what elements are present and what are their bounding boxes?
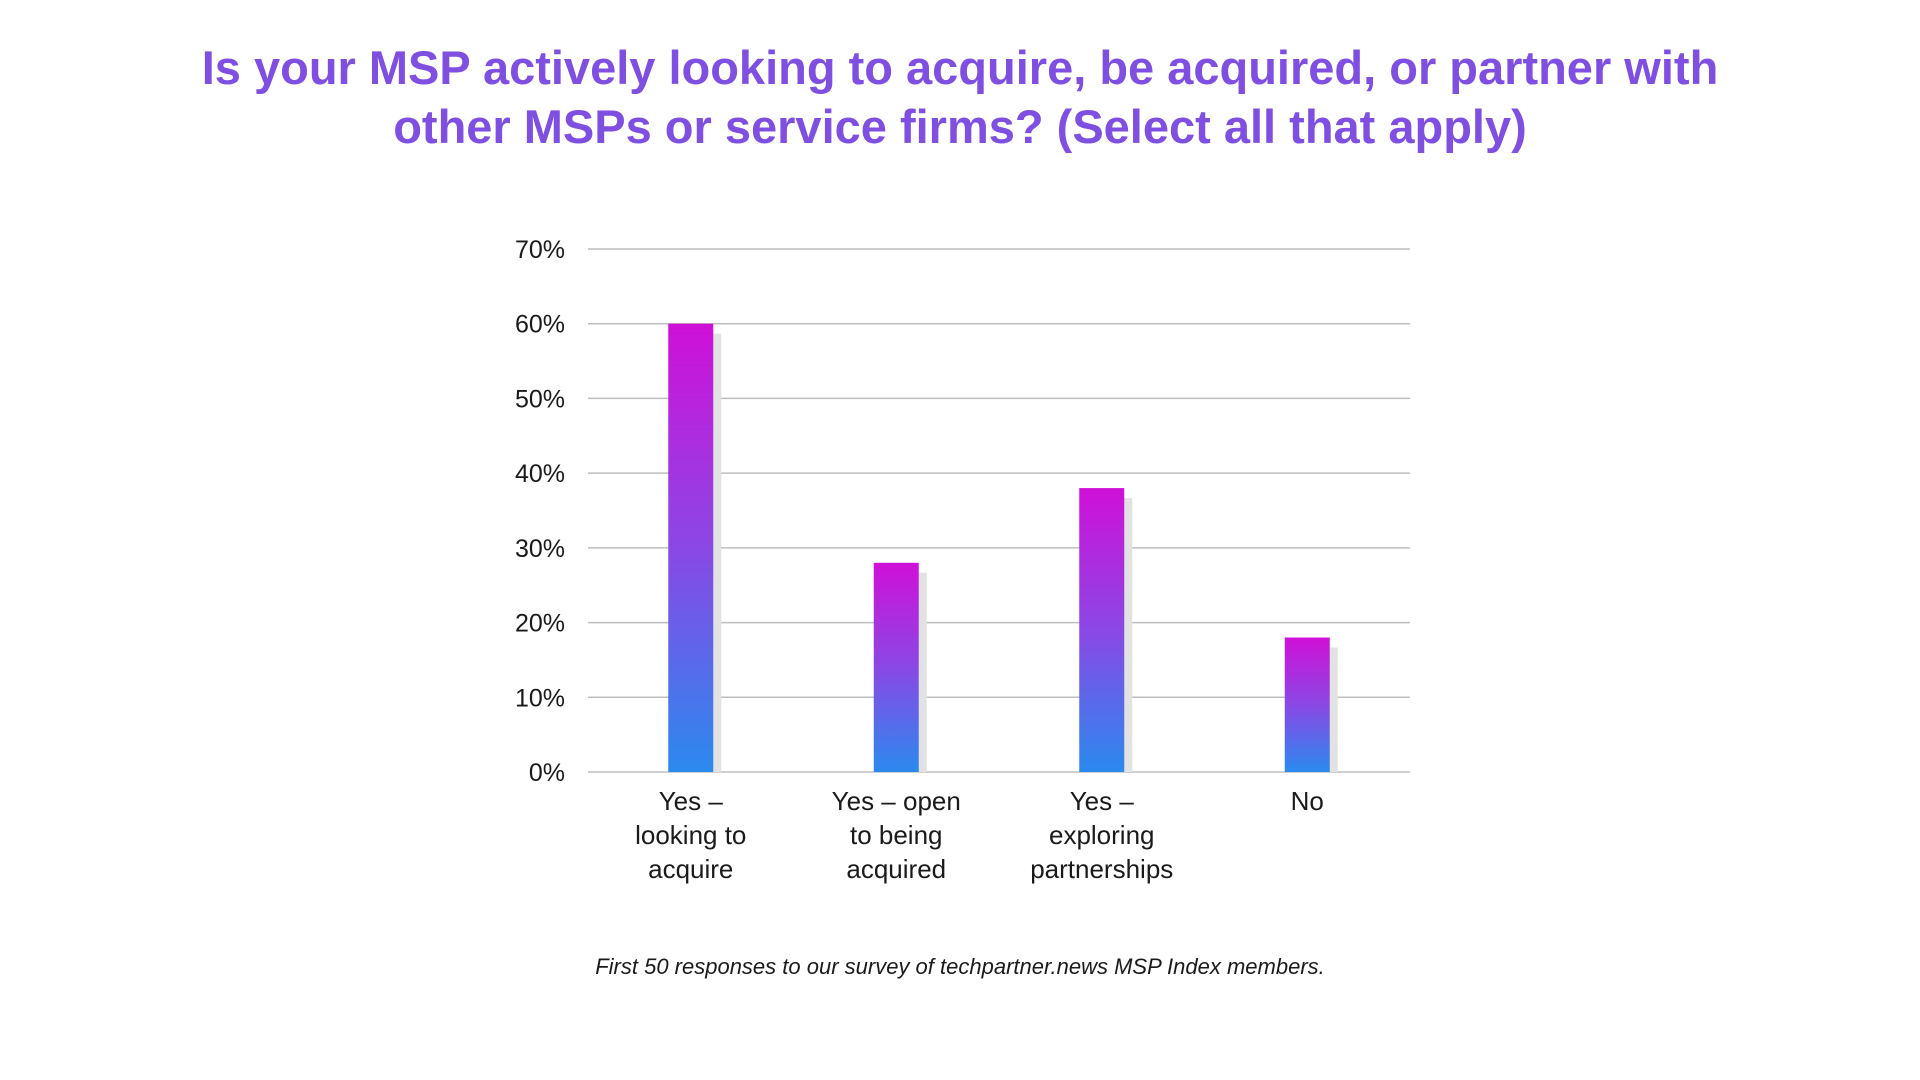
bar-3 [1284, 637, 1330, 772]
x-category-label-3-line-0: No [1291, 786, 1324, 816]
gridlines [588, 248, 1410, 773]
y-tick-label-30: 30% [515, 535, 565, 563]
chart-title-line-2: other MSPs or service firms? (Select all… [393, 100, 1527, 153]
x-category-label-3: No [1291, 786, 1324, 816]
x-axis-category-labels: Yes – looking to acquire Yes – open to being… [635, 786, 1324, 884]
bar-1 [873, 562, 919, 772]
y-axis-tick-labels: 0% 10% 20% 30% 40% 50% 60% 70% [515, 236, 565, 787]
bar-0 [668, 323, 714, 772]
y-tick-label-20: 20% [515, 610, 565, 638]
x-category-label-0-line-1: looking to [635, 820, 746, 850]
chart-title: Is your MSP actively looking to acquire,… [160, 38, 1760, 156]
y-tick-label-70: 70% [515, 236, 565, 264]
footnote: First 50 responses to our survey of tech… [595, 954, 1325, 979]
x-category-label-1-line-2: acquired [846, 854, 946, 884]
y-tick-label-40: 40% [515, 460, 565, 488]
x-category-label-2-line-1: exploring [1049, 820, 1155, 850]
x-category-label-1-line-0: Yes – open [832, 786, 961, 816]
x-category-label-1: Yes – open to being acquired [832, 786, 961, 884]
x-category-label-0: Yes – looking to acquire [635, 786, 746, 884]
bar-2 [1079, 488, 1125, 772]
bars [668, 323, 1338, 772]
y-tick-label-0: 0% [529, 759, 565, 787]
x-category-label-1-line-1: to being [850, 820, 943, 850]
chart-title-line-1: Is your MSP actively looking to acquire,… [201, 41, 1719, 94]
x-category-label-2-line-0: Yes – [1070, 786, 1135, 816]
y-tick-label-60: 60% [515, 311, 565, 339]
x-category-label-0-line-0: Yes – [659, 786, 724, 816]
y-tick-label-10: 10% [515, 684, 565, 712]
y-tick-label-50: 50% [515, 385, 565, 413]
x-category-label-2-line-2: partnerships [1030, 854, 1173, 884]
x-category-label-0-line-2: acquire [648, 854, 733, 884]
x-category-label-2: Yes – exploring partnerships [1030, 786, 1173, 884]
